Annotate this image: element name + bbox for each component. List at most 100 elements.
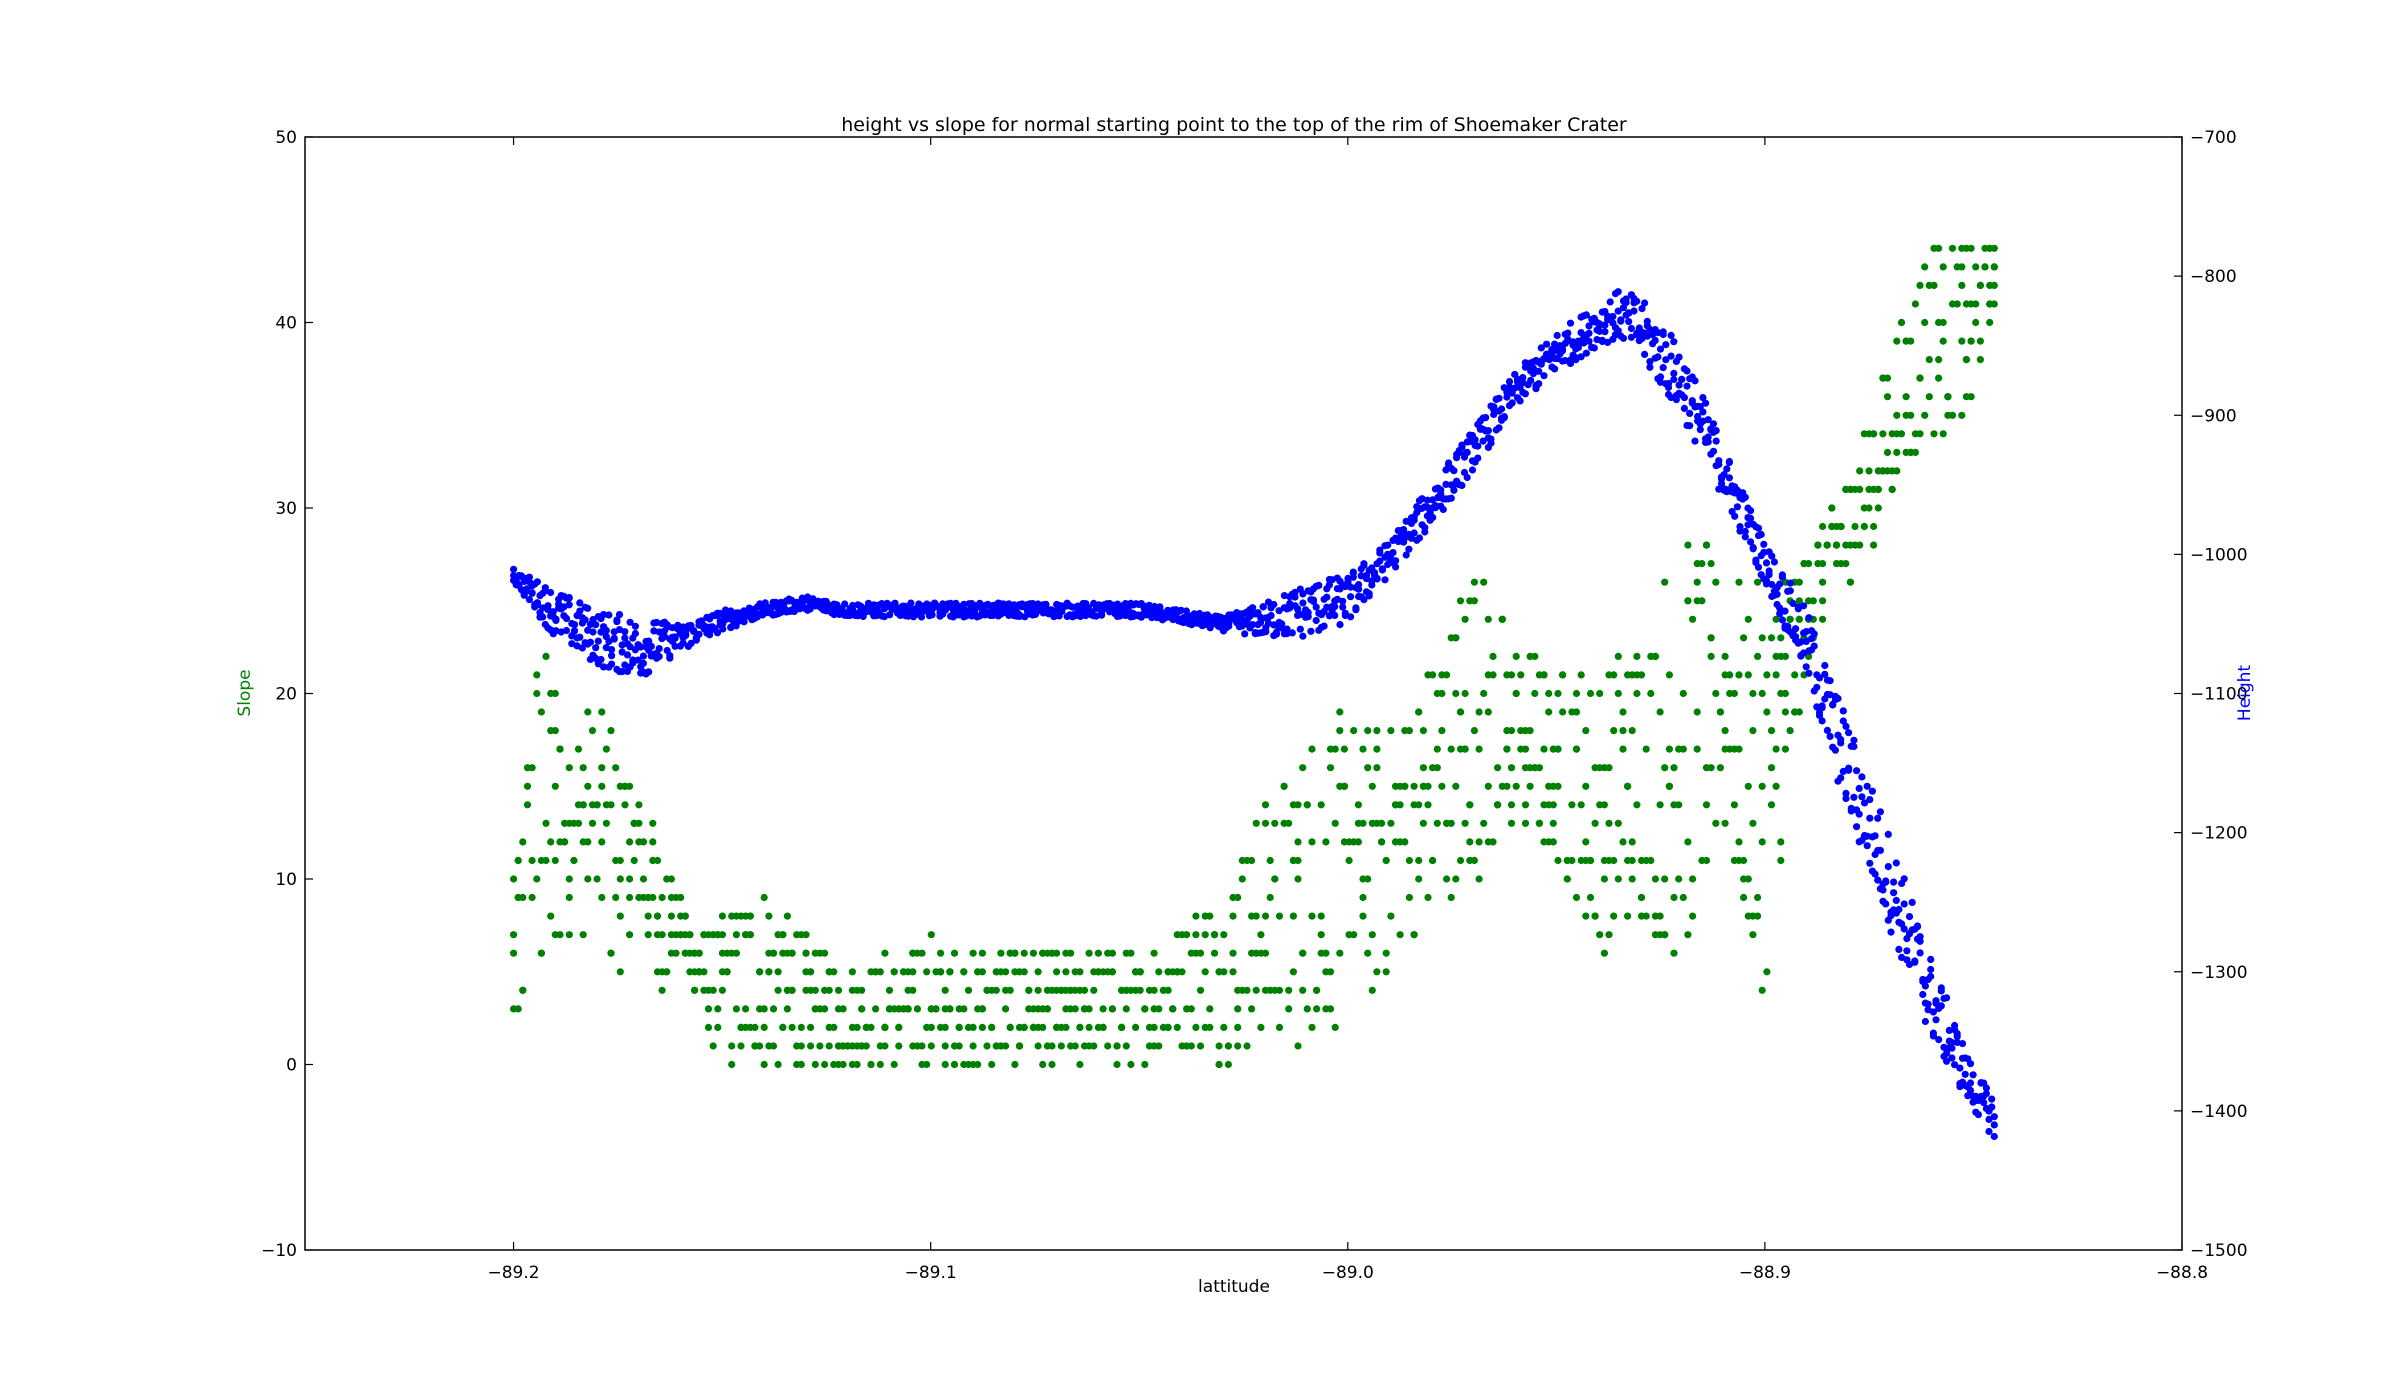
slope-point — [1758, 782, 1766, 790]
slope-point — [881, 1042, 889, 1050]
slope-point — [1916, 281, 1924, 289]
slope-point — [1220, 1023, 1228, 1031]
series-slope — [509, 244, 1998, 1069]
slope-point — [1424, 893, 1432, 902]
slope-point — [1749, 689, 1757, 698]
slope-point — [1382, 968, 1390, 976]
slope-point — [1702, 541, 1711, 549]
slope-point — [946, 968, 954, 976]
slope-point — [1470, 856, 1478, 865]
height-point — [1871, 870, 1879, 878]
slope-point — [1716, 764, 1724, 772]
y2-tick-label: −1100 — [2190, 685, 2248, 705]
height-point — [1614, 288, 1622, 296]
height-point — [1866, 814, 1874, 822]
slope-point — [1076, 1023, 1084, 1031]
slope-point — [1280, 782, 1288, 790]
slope-point — [1568, 801, 1576, 809]
height-point — [1940, 1043, 1948, 1051]
height-point — [618, 648, 626, 656]
slope-point — [1712, 819, 1720, 827]
height-point — [1754, 524, 1763, 532]
slope-point — [584, 838, 592, 846]
y2-tick-label: −1500 — [2190, 1241, 2248, 1261]
slope-point — [807, 1023, 815, 1031]
slope-point — [1234, 1005, 1242, 1013]
slope-point — [788, 949, 796, 957]
slope-point — [1489, 671, 1497, 679]
slope-point — [1851, 522, 1859, 531]
slope-point — [1777, 838, 1785, 846]
slope-point — [1976, 281, 1984, 289]
slope-point — [1786, 727, 1794, 735]
slope-point — [728, 1060, 736, 1069]
slope-point — [1633, 652, 1641, 661]
slope-point — [1489, 838, 1497, 846]
height-point — [1980, 1099, 1988, 1107]
slope-point — [1735, 578, 1743, 586]
height-point — [1778, 616, 1786, 624]
slope-point — [1948, 411, 1957, 419]
height-point — [1680, 404, 1688, 412]
height-point — [917, 613, 926, 621]
slope-point — [1795, 597, 1803, 605]
height-point — [1821, 661, 1829, 670]
slope-point — [1582, 912, 1590, 920]
slope-point — [1248, 1005, 1256, 1013]
slope-point — [1661, 764, 1669, 772]
slope-point — [1470, 727, 1478, 735]
slope-point — [1935, 374, 1943, 382]
height-point — [1540, 372, 1548, 380]
slope-point — [1684, 931, 1692, 939]
height-point — [584, 604, 592, 612]
height-point — [576, 599, 584, 607]
slope-point — [1192, 1023, 1200, 1031]
height-point — [1410, 516, 1418, 524]
slope-point — [528, 893, 536, 902]
slope-point — [1196, 986, 1205, 994]
slope-point — [1521, 745, 1530, 753]
slope-point — [1911, 300, 1919, 308]
slope-point — [1090, 986, 1098, 994]
slope-point — [626, 782, 634, 790]
slope-point — [1902, 393, 1910, 401]
slope-point — [1916, 430, 1924, 438]
slope-point — [969, 949, 977, 957]
slope-point — [1670, 949, 1678, 957]
slope-point — [1512, 652, 1520, 661]
slope-point — [1777, 856, 1785, 865]
height-point — [1315, 581, 1323, 590]
height-point — [1908, 898, 1916, 907]
slope-point — [1261, 801, 1270, 809]
height-point — [1474, 454, 1482, 462]
slope-point — [1308, 838, 1316, 846]
slope-point — [1206, 1023, 1214, 1031]
slope-point — [635, 801, 643, 809]
height-point — [1670, 369, 1678, 377]
height-point — [1924, 1000, 1932, 1008]
slope-point — [1396, 931, 1404, 939]
slope-point — [807, 968, 815, 976]
height-point — [1815, 674, 1824, 682]
slope-point — [1819, 522, 1827, 531]
slope-point — [1702, 801, 1711, 809]
slope-point — [1819, 560, 1827, 568]
slope-point — [565, 931, 573, 939]
slope-point — [955, 1042, 963, 1050]
slope-point — [1340, 745, 1348, 753]
slope-point — [1907, 337, 1915, 345]
height-point — [1527, 376, 1535, 384]
slope-point — [1958, 281, 1966, 289]
slope-point — [1415, 708, 1423, 716]
slope-point — [616, 856, 624, 865]
slope-point — [1702, 856, 1711, 865]
height-point — [1988, 1103, 1996, 1111]
height-point — [1487, 435, 1495, 443]
height-point — [1670, 338, 1678, 346]
slope-point — [1559, 671, 1567, 679]
slope-point — [718, 912, 727, 920]
slope-point — [528, 856, 536, 865]
slope-point — [672, 949, 680, 957]
height-point — [1683, 382, 1691, 390]
